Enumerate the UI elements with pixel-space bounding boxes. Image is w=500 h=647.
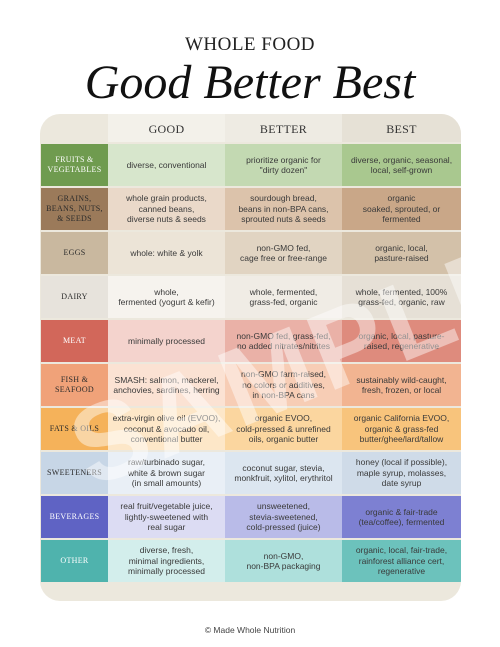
row-label: BEVERAGES: [41, 496, 108, 538]
cell-good: real fruit/vegetable juice, lightly-sweet…: [108, 496, 225, 538]
cell-best: organic, local, pasture-raised, regenera…: [342, 320, 461, 362]
cell-best: organic & fair-trade (tea/coffee), fermen…: [342, 496, 461, 538]
cell-best: whole, fermented, 100% grass-fed, organic…: [342, 276, 461, 318]
table-row: SWEETENERS raw/turbinado sugar, white & br…: [40, 451, 461, 495]
row-label: FISH & SEAFOOD: [41, 364, 108, 406]
row-label: SWEETENERS: [41, 452, 108, 494]
cell-best: sustainably wild-caught, fresh, frozen, o…: [342, 364, 461, 406]
cell-best: organic, local, pasture-raised: [342, 232, 461, 274]
cell-good: whole, fermented (yogurt & kefir): [108, 276, 225, 318]
row-label: FATS & OILS: [41, 408, 108, 450]
table-header-row: GOOD BETTER BEST: [40, 114, 461, 142]
table-row: FISH & SEAFOOD SMASH: salmon, mackerel, anc…: [40, 363, 461, 407]
column-header-best: BEST: [342, 114, 461, 142]
cell-good: whole: white & yolk: [108, 232, 225, 274]
table-row: EGGS whole: white & yolk non-GMO fed, cage …: [40, 231, 461, 275]
table-row: GRAINS, BEANS, NUTS, & SEEDS whole grain pr…: [40, 187, 461, 231]
row-label: MEAT: [41, 320, 108, 362]
cell-good: whole grain products, canned beans, divers…: [108, 188, 225, 230]
table-row: DAIRY whole, fermented (yogurt & kefir) who…: [40, 275, 461, 319]
cell-better: non-GMO fed, cage free or free-range: [225, 232, 342, 274]
cell-better: whole, fermented, grass-fed, organic: [225, 276, 342, 318]
comparison-table: GOOD BETTER BEST FRUITS & VEGETABLES diver…: [40, 114, 461, 601]
page-title: Good Better Best: [84, 56, 416, 109]
supertitle: WHOLE FOOD: [184, 34, 316, 55]
cell-better: coconut sugar, stevia, monkfruit, xylitol…: [225, 452, 342, 494]
cell-better: sourdough bread, beans in non-BPA cans, sp…: [225, 188, 342, 230]
cell-better: non-GMO, non-BPA packaging: [225, 540, 342, 582]
table-row: MEAT minimally processed non-GMO fed, gras…: [40, 319, 461, 363]
cell-good: SMASH: salmon, mackerel, anchovies, sardi…: [108, 364, 225, 406]
cell-better: non-GMO fed, grass-fed, no added nitrates…: [225, 320, 342, 362]
cell-better: non-GMO farm-raised, no colors or additiv…: [225, 364, 342, 406]
row-label: GRAINS, BEANS, NUTS, & SEEDS: [41, 188, 108, 230]
cell-better: unsweetened, stevia-sweetened, cold-presse…: [225, 496, 342, 538]
cell-best: organic, local, fair-trade, rainforest al…: [342, 540, 461, 582]
table-row: BEVERAGES real fruit/vegetable juice, ligh…: [40, 495, 461, 539]
row-label: FRUITS & VEGETABLES: [41, 144, 108, 186]
cell-best: diverse, organic, seasonal, local, self-g…: [342, 144, 461, 186]
table-row: FATS & OILS extra-virgin olive oil (EVOO)…: [40, 407, 461, 451]
cell-good: minimally processed: [108, 320, 225, 362]
row-label: EGGS: [41, 232, 108, 274]
row-label: OTHER: [41, 540, 108, 582]
cell-best: honey (local if possible), maple syrup, m…: [342, 452, 461, 494]
cell-better: organic EVOO, cold-pressed & unrefined oil…: [225, 408, 342, 450]
table-row: FRUITS & VEGETABLES diverse, conventional p…: [40, 143, 461, 187]
cell-good: diverse, fresh, minimal ingredients, minim…: [108, 540, 225, 582]
cell-better: prioritize organic for "dirty dozen": [225, 144, 342, 186]
column-header-better: BETTER: [225, 114, 342, 142]
row-label: DAIRY: [41, 276, 108, 318]
cell-good: diverse, conventional: [108, 144, 225, 186]
cell-best: organic California EVOO, organic & grass-…: [342, 408, 461, 450]
footer-credit: © Made Whole Nutrition: [204, 625, 296, 635]
column-header-good: GOOD: [108, 114, 225, 142]
header: WHOLE FOOD Good Better Best: [0, 34, 500, 108]
cell-good: raw/turbinado sugar, white & brown sugar(…: [108, 452, 225, 494]
table-row: OTHER diverse, fresh, minimal ingredients,…: [40, 539, 461, 583]
cell-best: organic soaked, sprouted, or fermented: [342, 188, 461, 230]
cell-good: extra-virgin olive oil (EVOO), coconut & …: [108, 408, 225, 450]
